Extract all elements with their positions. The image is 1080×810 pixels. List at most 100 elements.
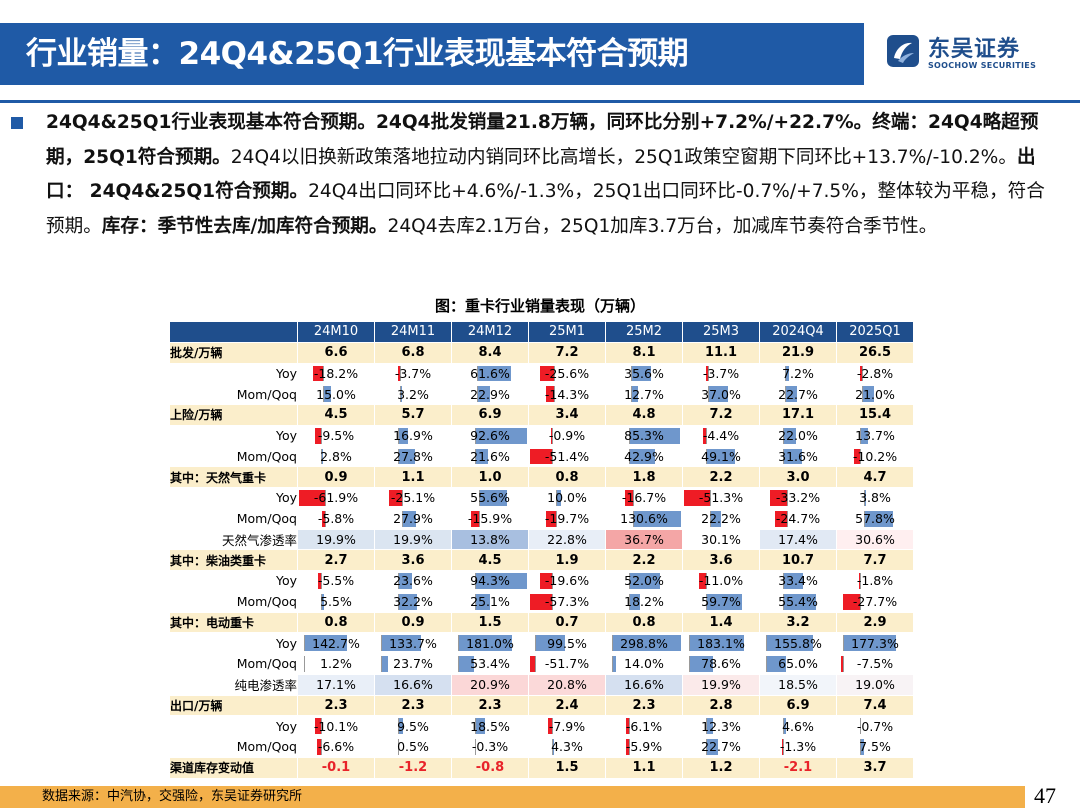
pct-cell: 27.9% — [374, 507, 452, 530]
table-row: Yoy -18.2% -3.7% 61.6% -25.6% 35.6% -3.7% 7.2% -… — [169, 362, 914, 385]
pct-cell: -0.9% — [528, 424, 606, 447]
bar-axis — [860, 593, 861, 610]
row-label: 纯电渗透率 — [169, 673, 298, 696]
section-value: 0.8 — [528, 466, 606, 488]
bar-axis — [706, 718, 707, 734]
pct-value: 181.0% — [466, 635, 514, 651]
penetration-value: 16.6% — [374, 673, 452, 696]
data-bar — [475, 718, 486, 734]
pct-cell: -19.7% — [528, 507, 606, 530]
data-bar — [689, 656, 713, 672]
data-bar — [699, 573, 706, 589]
table-row: 其中：电动重卡 0.8 0.9 1.5 0.7 0.8 1.4 3.2 2.9 — [169, 611, 914, 634]
pct-cell: 10.0% — [528, 487, 606, 509]
pct-value: -51.7% — [544, 656, 590, 672]
section-value: -0.1 — [297, 756, 375, 779]
data-bar — [633, 510, 681, 527]
pct-cell: -19.6% — [528, 570, 606, 592]
pct-value: 35.6% — [624, 365, 664, 381]
section-value: 2.4 — [528, 694, 606, 717]
table-row: Yoy -61.9% -25.1% 55.6% 10.0% -16.7% -51.3% -33… — [169, 487, 914, 509]
data-bar — [458, 635, 513, 651]
bar-axis — [710, 490, 711, 506]
pct-cell: 78.6% — [682, 653, 760, 675]
pct-cell: 32.2% — [374, 590, 452, 613]
bar-axis — [783, 427, 784, 444]
logo-chinese-name: 东吴证券 — [928, 37, 1021, 62]
summary-segment: 24Q4以旧换新政策落地拉动内销同环比高增长，25Q1政策空窗期下同环比+13.… — [230, 146, 1017, 168]
pct-value: 85.3% — [624, 428, 664, 444]
data-bar — [397, 365, 400, 382]
pct-cell: 9.5% — [374, 715, 452, 737]
table-title: 图：重卡行业销量表现（万辆） — [434, 297, 645, 315]
pct-cell: 23.7% — [374, 653, 452, 675]
bar-axis — [475, 573, 476, 589]
section-label: 批发/万辆 — [169, 341, 298, 364]
table-row: Mom/Qoq 1.2% 23.7% 53.4% -51.7% 14.0% 78.6% 65.… — [169, 653, 914, 675]
bar-axis — [689, 635, 690, 651]
data-bar — [785, 365, 789, 382]
pct-cell: -51.4% — [528, 445, 606, 468]
data-bar — [612, 635, 681, 651]
data-bar — [705, 365, 708, 382]
pct-value: -15.9% — [467, 511, 513, 527]
pct-cell: -15.9% — [451, 507, 529, 530]
pct-value: 21.0% — [855, 386, 895, 402]
bar-axis — [321, 427, 322, 444]
bar-axis — [783, 448, 784, 465]
section-value: 4.8 — [605, 404, 683, 426]
pct-cell: 33.4% — [759, 570, 837, 592]
bar-axis — [400, 386, 401, 402]
data-bar — [381, 656, 389, 672]
pct-value: -27.7% — [852, 594, 898, 610]
table-row: Mom/Qoq 2.8% 27.8% 21.6% -51.4% 42.9% 49.1% 31.… — [169, 445, 914, 468]
data-bar — [783, 593, 817, 610]
bar-axis — [475, 448, 476, 465]
pct-value: -5.5% — [317, 573, 355, 589]
data-bar — [381, 635, 422, 651]
data-bar — [323, 386, 332, 402]
section-value: 1.9 — [528, 549, 606, 571]
pct-cell: 14.0% — [605, 653, 683, 675]
bar-axis — [475, 739, 476, 755]
pct-value: -25.1% — [390, 490, 436, 506]
pct-cell: -27.7% — [836, 590, 914, 613]
pct-cell: 7.5% — [836, 736, 914, 758]
data-bar — [315, 427, 321, 444]
bar-axis — [783, 739, 784, 755]
section-label: 上险/万辆 — [169, 404, 298, 426]
bar-axis — [862, 386, 863, 402]
data-bar — [629, 593, 640, 610]
row-label: Yoy — [169, 362, 298, 385]
table-row: 其中：柴油类重卡 2.7 3.6 4.5 1.9 2.2 3.6 10.7 7.7 — [169, 549, 914, 571]
data-source: 数据来源：中汽协，交强险，东吴证券研究所 — [42, 789, 303, 804]
section-value: 4.5 — [451, 549, 529, 571]
data-bar — [475, 593, 491, 610]
pct-value: 22.2% — [701, 511, 741, 527]
pct-value: 7.2% — [782, 365, 814, 381]
bar-axis — [708, 386, 709, 402]
pct-value: 49.1% — [701, 448, 741, 464]
data-bar — [860, 365, 862, 382]
data-bar — [317, 573, 321, 589]
penetration-value: 13.8% — [451, 528, 529, 551]
data-bar — [783, 427, 797, 444]
bar-axis — [321, 718, 322, 734]
table-row: 出口/万辆 2.3 2.3 2.3 2.4 2.3 2.8 6.9 7.4 — [169, 694, 914, 717]
bar-axis — [706, 573, 707, 589]
bar-axis — [783, 593, 784, 610]
pct-value: -9.5% — [317, 428, 355, 444]
section-value: 2.7 — [297, 549, 375, 571]
pct-cell: -7.9% — [528, 715, 606, 737]
pct-value: 18.2% — [624, 594, 664, 610]
pct-cell: -2.8% — [836, 362, 914, 385]
row-label: Mom/Qoq — [169, 383, 298, 405]
bar-axis — [304, 635, 305, 651]
pct-value: 1.2% — [320, 656, 352, 672]
pct-cell: 37.0% — [682, 383, 760, 405]
pct-value: 94.3% — [470, 573, 510, 589]
pct-value: -1.8% — [856, 573, 894, 589]
data-bar — [783, 573, 804, 589]
pct-cell: -1.3% — [759, 736, 837, 758]
section-value: 1.5 — [528, 756, 606, 779]
